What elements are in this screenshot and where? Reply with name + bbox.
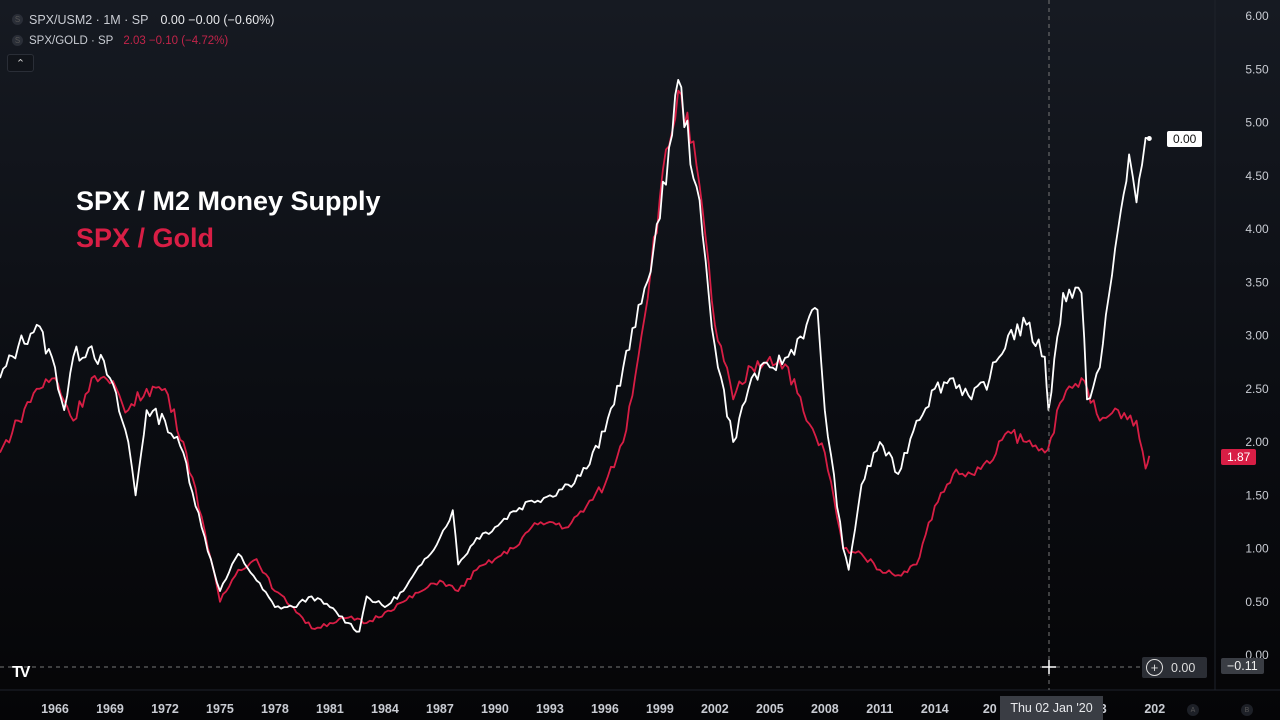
collapse-legend-button[interactable]: ⌃ — [7, 54, 34, 72]
last-point-marker — [1146, 135, 1152, 141]
x-tick-label: 202 — [1144, 702, 1165, 716]
legend-values: 0.00 −0.00 (−0.60%) — [160, 12, 275, 27]
y-tick-label: 3.00 — [1245, 329, 1269, 343]
y-tick-label: 4.00 — [1245, 222, 1269, 236]
crosshair-price-label: −0.11 — [1221, 658, 1264, 674]
cursor-price: 0.00 — [1171, 660, 1196, 675]
x-tick-label: 1978 — [261, 702, 289, 716]
chevron-up-icon: ⌃ — [15, 57, 26, 70]
x-tick-label: 1990 — [481, 702, 509, 716]
y-tick-label: 1.50 — [1245, 488, 1269, 502]
add-alert-button[interactable]: + 0.00 — [1142, 657, 1207, 678]
y-tick-label: 2.00 — [1245, 435, 1269, 449]
tradingview-logo[interactable]: TV — [12, 664, 31, 681]
legend: S SPX/USM2 · 1M · SP 0.00 −0.00 (−0.60%)… — [12, 9, 274, 51]
x-tick-label: 1981 — [316, 702, 344, 716]
legend-symbol: SPX/USM2 · 1M · SP — [29, 12, 149, 27]
x-tick-label: 1969 — [96, 702, 124, 716]
x-tick-label: 1993 — [536, 702, 564, 716]
auto-scale-button[interactable]: A — [1187, 704, 1199, 716]
x-tick-label: 1999 — [646, 702, 674, 716]
x-tick-label: 2014 — [921, 702, 949, 716]
x-tick-label: 2002 — [701, 702, 729, 716]
overlay-title-spx-gold: SPX / Gold — [76, 223, 215, 253]
legend-values: 2.03 −0.10 (−4.72%) — [123, 34, 229, 47]
y-tick-label: 5.00 — [1245, 116, 1269, 130]
x-tick-label: 2008 — [811, 702, 839, 716]
overlay-title-spx-m2: SPX / M2 Money Supply — [76, 186, 381, 216]
x-tick-label: 20 — [983, 702, 997, 716]
legend-symbol: SPX/GOLD · SP — [29, 34, 114, 47]
last-price-label-red: 1.87 — [1221, 449, 1257, 465]
symbol-logo-icon: S — [12, 14, 23, 25]
x-tick-label: 1975 — [206, 702, 234, 716]
legend-row-spx-m2[interactable]: S SPX/USM2 · 1M · SP 0.00 −0.00 (−0.60%) — [12, 9, 274, 30]
x-tick-label: 2005 — [756, 702, 784, 716]
log-scale-button[interactable]: B — [1241, 704, 1253, 716]
y-tick-label: 3.50 — [1245, 275, 1269, 289]
y-tick-label: 0.50 — [1245, 595, 1269, 609]
y-tick-label: 4.50 — [1245, 169, 1269, 183]
crosshair-cursor-icon — [1042, 660, 1056, 674]
series-line-spx-gold — [0, 89, 1151, 630]
x-tick-label: 2011 — [866, 702, 893, 716]
x-tick-label: 1987 — [426, 702, 454, 716]
last-price-label-white: 0.00 — [1167, 131, 1203, 147]
y-tick-label: 1.00 — [1245, 542, 1269, 556]
legend-row-spx-gold[interactable]: S SPX/GOLD · SP 2.03 −0.10 (−4.72%) — [12, 30, 274, 51]
series-line-spx-m2 — [0, 79, 1150, 633]
y-tick-label: 6.00 — [1245, 9, 1269, 23]
y-tick-label: 5.50 — [1245, 62, 1269, 76]
y-tick-label: 2.50 — [1245, 382, 1269, 396]
x-tick-label: 1972 — [151, 702, 179, 716]
symbol-logo-icon: S — [12, 35, 23, 46]
x-tick-label: 1984 — [371, 702, 399, 716]
x-tick-label: 1966 — [41, 702, 69, 716]
plus-circle-icon: + — [1146, 659, 1163, 676]
x-tick-label: 1996 — [591, 702, 619, 716]
crosshair-date-label: Thu 02 Jan '20 — [1000, 696, 1103, 720]
